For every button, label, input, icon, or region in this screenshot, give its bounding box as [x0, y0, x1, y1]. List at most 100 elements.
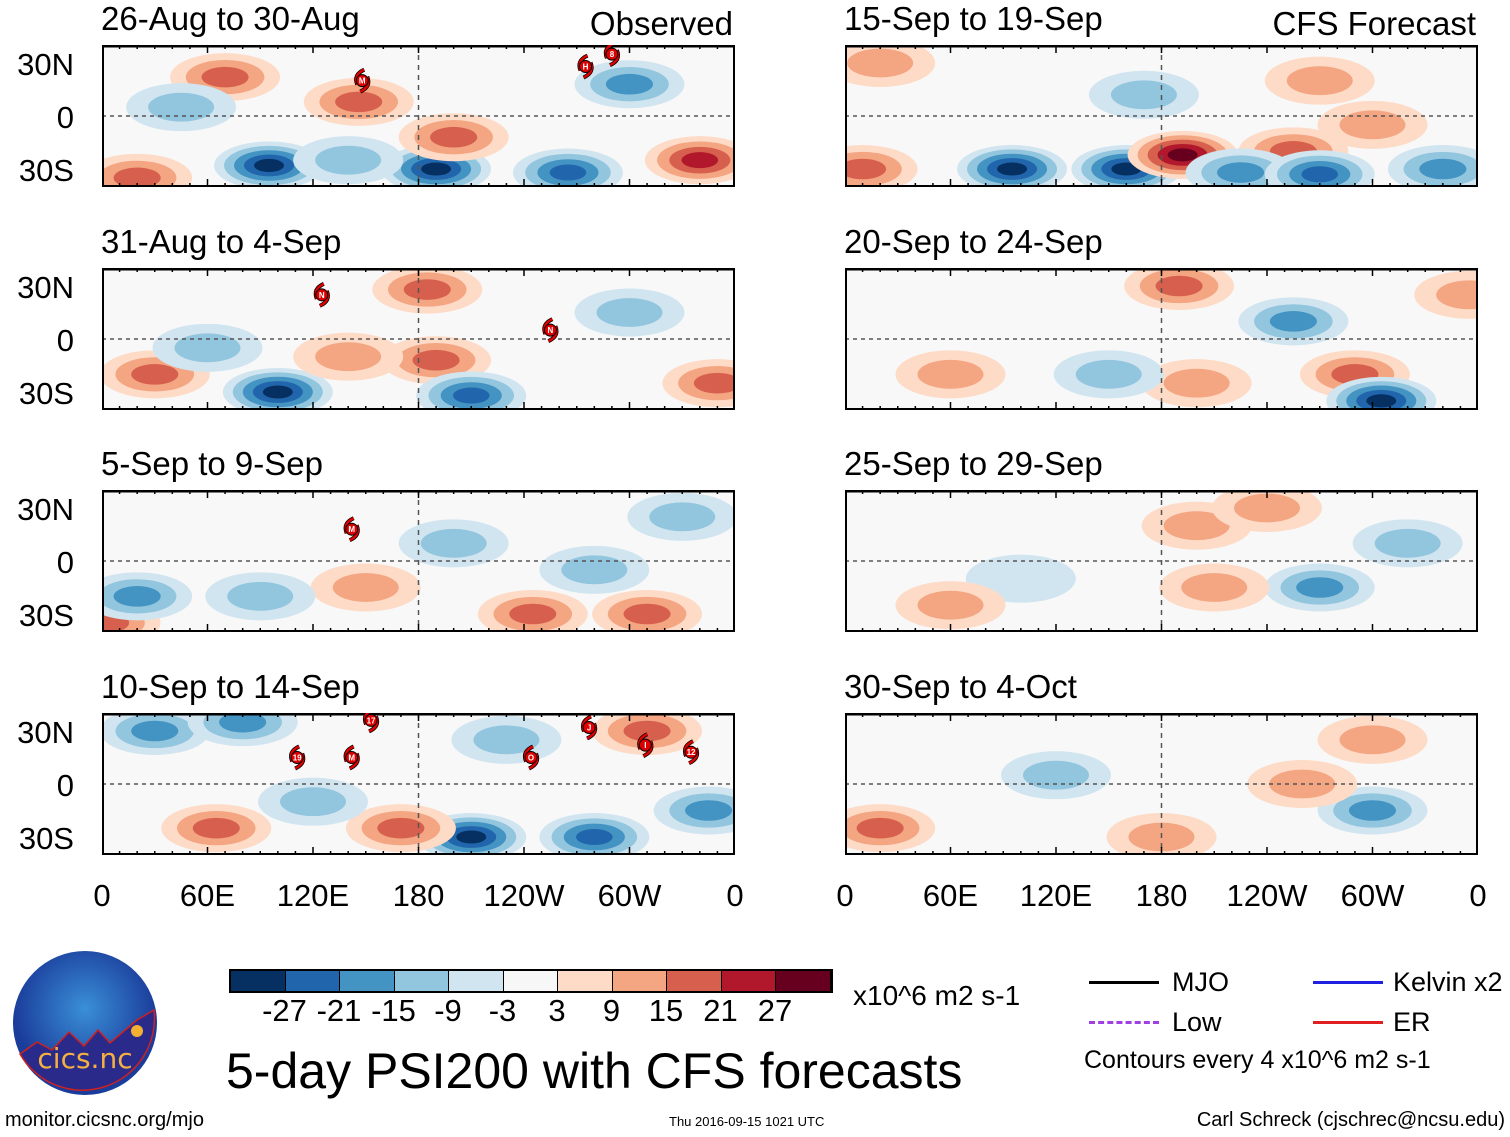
contour-note: Contours every 4 x10^6 m2 s-1	[1084, 1046, 1431, 1074]
storm-label: 12	[687, 748, 696, 757]
legend-er-line	[1313, 1021, 1383, 1024]
colorbar-swatch	[285, 971, 340, 991]
anomaly-contour	[1110, 80, 1177, 110]
colorbar-label: -9	[434, 993, 462, 1028]
panel-title: 5-Sep to 9-Sep	[101, 445, 323, 482]
colorbar-label: 9	[602, 993, 621, 1028]
anomaly-contour	[377, 817, 425, 839]
lon-label: 180	[1135, 878, 1188, 913]
anomaly-contour	[456, 830, 487, 844]
lat-label: 30S	[18, 821, 74, 856]
anomaly-contour	[1181, 573, 1248, 602]
anomaly-contour	[561, 555, 628, 585]
lon-label: 0	[726, 878, 744, 913]
lat-label: 30N	[17, 492, 74, 527]
panel-title: 10-Sep to 14-Sep	[101, 668, 360, 705]
colorbar-label: 3	[548, 993, 566, 1028]
colorbar-units: x10^6 m2 s-1	[853, 980, 1021, 1011]
footer-url[interactable]: monitor.cicsnc.org/mjo	[5, 1109, 204, 1131]
storm-label: N	[547, 326, 553, 335]
lat-label: 0	[56, 768, 74, 803]
anomaly-contour	[1296, 577, 1344, 598]
tropical-cyclone-icon: N	[542, 317, 559, 343]
colorbar-label: -27	[262, 993, 307, 1028]
lat-label: 0	[56, 100, 74, 135]
tropical-cyclone-icon: H	[577, 53, 594, 80]
anomaly-contour	[473, 725, 540, 755]
colorbar-label: 21	[703, 993, 738, 1028]
storm-label: 8	[610, 50, 615, 59]
panel-title: 15-Sep to 19-Sep	[844, 0, 1103, 37]
anomaly-contour	[576, 829, 613, 845]
anomaly-contour	[315, 145, 382, 175]
anomaly-contour	[1419, 158, 1467, 180]
tropical-cyclone-icon: J	[581, 714, 598, 741]
lon-label: 120W	[1226, 878, 1308, 913]
anomaly-contour	[131, 720, 179, 742]
anomaly-contour	[421, 162, 452, 176]
anomaly-contour	[403, 279, 451, 300]
panel-title: 25-Sep to 29-Sep	[844, 445, 1103, 482]
panel-title: 31-Aug to 4-Sep	[101, 223, 342, 260]
tropical-cyclone-icon: N	[313, 282, 330, 308]
anomaly-contour	[315, 342, 382, 372]
storm-label: O	[528, 754, 534, 763]
anomaly-contour	[605, 73, 654, 95]
anomaly-contour	[623, 603, 671, 625]
anomaly-contour	[623, 720, 671, 742]
lat-label: 0	[56, 545, 74, 580]
lon-label: 60W	[597, 878, 662, 913]
storm-label: I	[644, 741, 646, 750]
anomaly-contour	[1217, 162, 1265, 183]
storm-label: M	[348, 754, 355, 763]
anomaly-contour	[174, 333, 241, 363]
colorbar-label: -21	[316, 993, 362, 1028]
colorbar-label: -15	[371, 993, 416, 1028]
map-panel	[845, 713, 1478, 855]
anomaly-contour	[201, 66, 249, 88]
tropical-cyclone-icon: 19	[289, 744, 306, 771]
colorbar-label: 27	[757, 993, 793, 1028]
anomaly-contour	[509, 603, 557, 625]
anomaly-contour	[1339, 725, 1406, 755]
colorbar-label: 15	[648, 993, 684, 1028]
anomaly-contour	[1234, 493, 1300, 523]
tropical-cyclone-icon: M	[354, 67, 371, 94]
anomaly-contour	[845, 158, 887, 180]
storm-label: 19	[293, 754, 302, 763]
colorbar-swatch	[394, 971, 449, 991]
anomaly-contour	[1023, 760, 1089, 790]
anomaly-contour	[1366, 394, 1397, 408]
colorbar-swatch	[503, 971, 558, 991]
legend-kelvin: Kelvin x2	[1393, 967, 1503, 997]
colorbar-label: -3	[488, 993, 517, 1028]
tropical-cyclone-icon: I	[637, 732, 654, 758]
anomaly-contour	[596, 298, 663, 327]
legend-er: ER	[1393, 1007, 1431, 1037]
legend-low-line	[1089, 1021, 1159, 1024]
colorbar-swatch	[340, 971, 395, 991]
svg-text:cics.nc: cics.nc	[37, 1042, 132, 1075]
map-panel: M	[102, 490, 735, 632]
anomaly-contour	[1163, 368, 1230, 398]
cics-logo: cics.nc	[13, 951, 157, 1095]
anomaly-contour	[335, 91, 383, 113]
anomaly-contour	[1348, 800, 1397, 821]
colorbar-swatch	[231, 971, 286, 991]
anomaly-contour	[254, 158, 285, 173]
lat-label: 30S	[18, 598, 74, 633]
anomaly-contour	[1163, 511, 1230, 541]
anomaly-contour	[192, 817, 240, 839]
anomaly-contour	[1155, 275, 1203, 297]
footer-timestamp: Thu 2016-09-15 1021 UTC	[669, 1114, 825, 1129]
anomaly-contour	[262, 385, 293, 399]
legend-kelvin-line	[1313, 981, 1383, 984]
anomaly-contour	[452, 387, 490, 404]
lat-label: 30N	[17, 715, 74, 750]
storm-label: J	[587, 723, 591, 732]
map-panel	[845, 490, 1478, 632]
lat-label: 30N	[17, 47, 74, 82]
storm-label: M	[348, 525, 355, 534]
anomaly-contour	[681, 152, 719, 169]
anomaly-contour	[1286, 66, 1353, 96]
